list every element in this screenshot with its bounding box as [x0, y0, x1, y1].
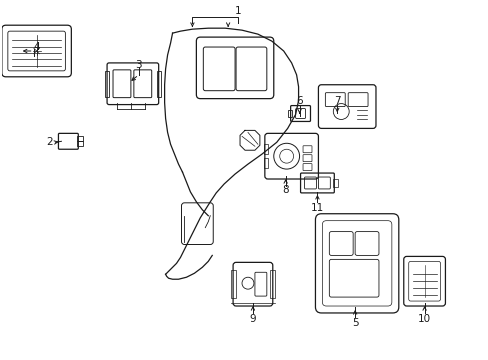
Bar [269, 270, 274, 298]
Bar [231, 270, 236, 298]
Bar [264, 144, 267, 154]
Bar [264, 158, 267, 168]
Text: 5: 5 [351, 318, 358, 328]
Text: 7: 7 [333, 96, 340, 105]
Text: 9: 9 [249, 314, 256, 324]
Bar [156, 71, 161, 96]
Bar [77, 141, 83, 146]
Bar [105, 71, 109, 96]
Bar [333, 179, 338, 187]
Text: 8: 8 [282, 185, 288, 195]
Text: 3: 3 [135, 60, 142, 70]
Text: 4: 4 [33, 42, 40, 52]
Text: 10: 10 [417, 314, 430, 324]
Text: 2: 2 [46, 137, 53, 147]
Bar [287, 109, 291, 117]
Text: 6: 6 [296, 96, 302, 105]
Text: 11: 11 [310, 203, 324, 213]
Bar [77, 136, 83, 141]
Text: 1: 1 [234, 6, 241, 16]
